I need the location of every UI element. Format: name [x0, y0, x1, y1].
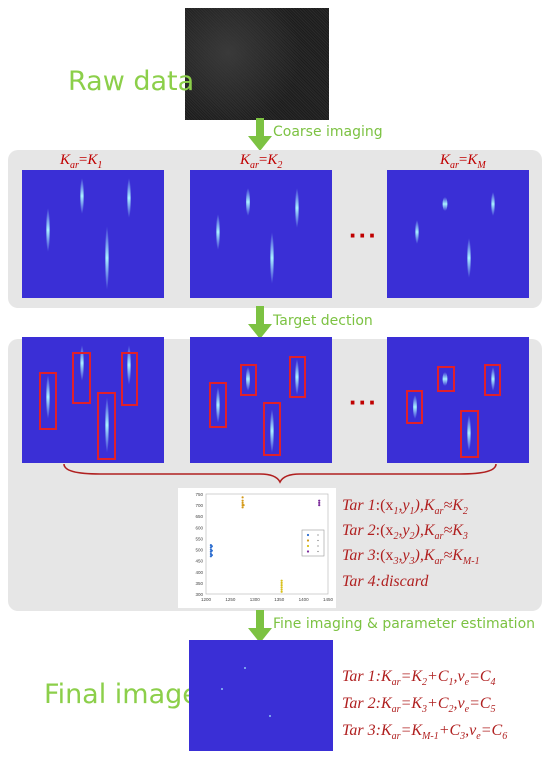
y-tick-label: 300	[195, 592, 203, 597]
x-tick-label: 1350	[274, 597, 285, 602]
scatter-point	[241, 506, 244, 509]
grouping-brace	[63, 463, 497, 484]
scatter-point	[280, 590, 283, 593]
fine-imaging-label: Fine imaging & parameter estimation	[273, 616, 536, 632]
legend-label-mark	[317, 534, 319, 536]
scatter-point	[210, 549, 213, 552]
scatter-point	[280, 588, 283, 591]
x-tick-label: 1250	[225, 597, 236, 602]
legend-label-mark	[317, 550, 319, 553]
scatter-point	[210, 545, 213, 548]
target-detection-label: Target dection	[273, 313, 373, 329]
scatter-point	[242, 504, 245, 507]
scatter-point	[210, 554, 213, 557]
x-tick-labels: 1200 1250 1300 1350 1400 1450	[201, 597, 334, 602]
scatter-point	[318, 499, 321, 502]
scatter-point	[280, 581, 283, 584]
coarse-image-m	[387, 170, 529, 298]
y-tick-label: 400	[195, 570, 203, 575]
target-list: Tar 1:(x1,y1),Kar≈K2 Tar 2:(x2,y2),Kar≈K…	[342, 497, 480, 591]
y-tick-label: 700	[195, 503, 203, 508]
scatter-point	[280, 586, 283, 589]
y-tick-label: 500	[195, 548, 203, 553]
coarse-image-2	[190, 170, 332, 298]
scatter-point	[280, 579, 283, 582]
scatter-point	[241, 501, 244, 504]
legend-marker	[306, 533, 310, 537]
legend-label-mark	[317, 539, 319, 542]
raw-data-label: Raw data	[68, 66, 195, 97]
detect-image-m	[387, 337, 529, 463]
down-arrow-icon	[248, 118, 272, 151]
y-tick-label: 650	[195, 514, 203, 519]
x-tick-label: 1300	[250, 597, 261, 602]
down-arrow-icon	[248, 610, 272, 643]
k-label-2: Kar=K2	[240, 152, 283, 171]
scatter-point	[280, 584, 283, 587]
x-tick-label: 1200	[201, 597, 212, 602]
final-image-label: Final image	[44, 679, 199, 710]
scatter-point	[318, 501, 321, 504]
final-target-list: Tar 1:Kar=K2+C1,ve=C4 Tar 2:Kar=K3+C2,ve…	[342, 668, 507, 743]
detect-image-1	[22, 337, 164, 463]
ellipsis-1: ···	[349, 220, 378, 250]
scatter-points	[209, 496, 321, 593]
target-3: Tar 3:(x3,y3),Kar≈KM-1	[342, 547, 480, 568]
scatter-point	[241, 499, 244, 502]
k-label-m: Kar=KM	[440, 152, 486, 171]
final-target-3: Tar 3:Kar=KM-1+C3,ve=C6	[342, 722, 508, 743]
target-2: Tar 2:(x2,y2),Kar≈K3	[342, 522, 468, 543]
y-tick-label: 750	[195, 492, 203, 497]
legend-marker	[306, 544, 310, 548]
detect-image-2	[190, 337, 332, 463]
final-image	[189, 640, 333, 751]
final-target-1: Tar 1:Kar=K2+C1,ve=C4	[342, 668, 496, 689]
coarse-imaging-label: Coarse imaging	[273, 124, 383, 140]
y-tick-labels: 300 350 400 450 500 550 600 650 700 750	[195, 492, 203, 597]
coarse-image-1	[22, 170, 164, 298]
legend-label-mark	[317, 545, 319, 547]
y-tick-label: 450	[195, 559, 203, 564]
y-tick-label: 600	[195, 525, 203, 530]
y-tick-label: 350	[195, 581, 203, 586]
scatter-point	[318, 504, 321, 507]
ellipsis-2: ···	[349, 387, 378, 417]
y-tick-label: 550	[195, 536, 203, 541]
final-target-2: Tar 2:Kar=K3+C2,ve=C5	[342, 695, 496, 716]
scatter-point	[241, 496, 244, 499]
x-tick-label: 1400	[299, 597, 310, 602]
raw-data-image	[185, 8, 329, 120]
scatter-legend	[301, 529, 325, 557]
down-arrow-icon	[248, 306, 272, 339]
k-label-1: Kar=K1	[60, 152, 103, 171]
scatter-legend-marks	[306, 533, 319, 553]
x-tick-label: 1450	[323, 597, 334, 602]
target-1: Tar 1:(x1,y1),Kar≈K2	[342, 497, 468, 518]
legend-marker	[306, 539, 310, 542]
target-4: Tar 4:discard	[342, 572, 429, 590]
legend-marker	[306, 550, 310, 553]
